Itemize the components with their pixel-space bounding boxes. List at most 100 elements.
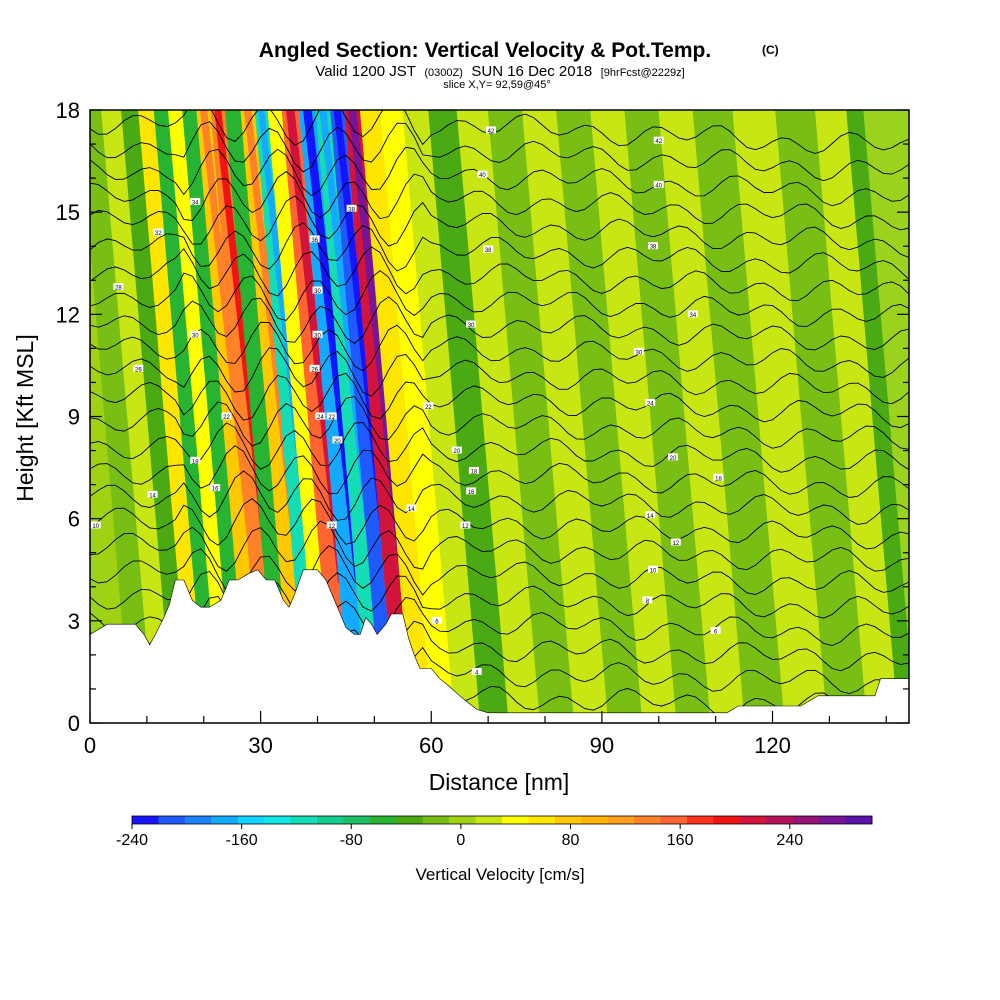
theta-contour <box>90 396 909 450</box>
contour-label-bg <box>466 320 477 328</box>
y-tick-label: 9 <box>68 405 80 430</box>
colorbar-swatch <box>792 816 820 824</box>
colorbar-swatch <box>290 816 318 824</box>
contour-label-bg <box>406 504 417 512</box>
colorbar-swatch <box>766 816 794 824</box>
theta-contour <box>90 296 909 351</box>
contour-label-bg <box>90 521 101 529</box>
colorbar-swatch <box>132 816 159 824</box>
colorbar-tick-label: 240 <box>776 832 803 849</box>
contour-label: 22 <box>223 415 230 421</box>
colorbar-swatch <box>475 816 503 824</box>
contour-label: 42 <box>488 129 495 135</box>
contour-labels: 10 14 18 16 22 26 28 30 32 34 36 30 30 26 24 22 20 38 12 14… <box>90 126 724 676</box>
contour-label-bg <box>312 286 323 294</box>
colorbar-swatch <box>634 816 662 824</box>
contour-label: 16 <box>468 490 475 496</box>
contour-label-bg <box>113 283 124 291</box>
y-tick-label: 15 <box>56 200 80 225</box>
contour-label-bg <box>687 310 698 318</box>
contour-label: 4 <box>475 670 479 676</box>
colorbar-swatch <box>687 816 714 824</box>
vv-band <box>556 110 643 723</box>
contour-label: 24 <box>647 401 654 407</box>
colorbar-frame <box>131 815 873 825</box>
chart-subtitle: Valid 1200 JST (0300Z) SUN 16 Dec 2018 [… <box>315 63 684 80</box>
theta-contour <box>90 246 909 302</box>
colorbar-swatch <box>158 816 186 824</box>
contour-label: 30 <box>468 323 475 329</box>
y-axis: 0 3 6 9 12 15 18 <box>56 98 909 736</box>
theta-contour <box>90 121 909 182</box>
contour-label-bg <box>710 627 721 635</box>
vv-band <box>121 110 191 723</box>
vv-band <box>775 110 867 723</box>
contour-label: 30 <box>636 350 643 356</box>
contour-label: 10 <box>650 568 657 574</box>
contour-label: 32 <box>155 231 162 237</box>
contour-label: 20 <box>454 449 461 455</box>
colorbar-swatch <box>369 816 397 824</box>
vv-band <box>210 110 277 723</box>
contour-label-bg <box>633 347 644 355</box>
contour-label: 18 <box>715 476 722 482</box>
contour-label: 38 <box>348 207 355 213</box>
vv-band <box>315 110 383 723</box>
colorbar-swatch <box>502 816 529 824</box>
contour-label: 26 <box>311 367 318 373</box>
contour-label-bg <box>423 402 434 410</box>
contour-label: 22 <box>328 415 335 421</box>
theta-contour <box>90 470 909 525</box>
contour-label-bg <box>670 538 681 546</box>
vv-band <box>846 110 909 723</box>
y-tick-label: 6 <box>68 507 80 532</box>
contour-label-bg <box>190 330 201 338</box>
contour-label: 10 <box>92 524 99 530</box>
y-tick-label: 0 <box>68 711 80 736</box>
colorbar-swatch <box>449 816 477 824</box>
contour-label-bg <box>653 136 664 144</box>
colorbar-swatch <box>396 816 424 824</box>
vv-band <box>658 110 745 723</box>
contour-label-bg <box>460 521 471 529</box>
vv-band <box>138 110 206 723</box>
colorbar-tick-label: -80 <box>340 832 363 849</box>
contour-label: 38 <box>650 245 657 251</box>
contour-label-bg <box>468 466 479 474</box>
contour-label: 20 <box>334 439 341 445</box>
colorbar-tick-label: -160 <box>226 832 258 849</box>
potential-temperature-contours <box>90 110 909 722</box>
contour-label-bg <box>210 484 221 492</box>
colorbar-swatch <box>422 816 450 824</box>
chart-title: Angled Section: Vertical Velocity & Pot.… <box>259 39 711 62</box>
x-tick-label: 120 <box>754 733 791 758</box>
contour-label: 14 <box>408 507 415 513</box>
colorbar-swatch <box>713 816 741 824</box>
contour-label-bg <box>667 453 678 461</box>
contour-label: 16 <box>212 487 219 493</box>
vv-band <box>428 110 509 723</box>
x-tick-label: 30 <box>248 733 272 758</box>
theta-contour <box>90 422 909 473</box>
vv-band <box>379 110 455 723</box>
contour-label: 24 <box>317 415 324 421</box>
contour-label-bg <box>315 412 326 420</box>
y-tick-label: 3 <box>68 609 80 634</box>
vv-band <box>344 110 412 723</box>
chart-title-tag: (C) <box>762 43 779 57</box>
vv-band <box>402 110 481 723</box>
contour-label-bg <box>645 511 656 519</box>
colorbar-label: Vertical Velocity [cm/s] <box>415 865 584 884</box>
contour-label: 12 <box>672 541 679 547</box>
contour-label: 12 <box>462 524 469 530</box>
contour-label: 30 <box>314 333 321 339</box>
contour-label: 8 <box>646 599 650 605</box>
contour-label-bg <box>713 473 724 481</box>
colorbar-swatch <box>317 816 344 824</box>
colorbar-swatch <box>660 816 688 824</box>
contour-label-bg <box>648 565 659 573</box>
colorbar-swatch <box>554 816 582 824</box>
theta-contour <box>90 146 909 207</box>
theta-contour <box>90 498 909 550</box>
vv-band <box>732 110 828 723</box>
